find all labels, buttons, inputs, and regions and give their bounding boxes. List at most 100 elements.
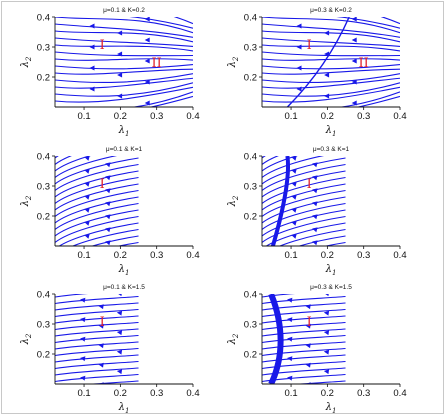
flow-arrow (116, 349, 123, 355)
streamline (262, 73, 400, 84)
x-tick-label: 0.4 (186, 111, 199, 122)
flow-arrow (297, 3, 302, 8)
panel-title: μ=0.3 & K=1.5 (310, 284, 352, 291)
stream-plot-panel-1: μ=0.1 & K=0.20.1 0.2 0.3 0.40.20.30.4λ1λ2II… (20, 7, 200, 138)
flow-arrow (117, 72, 123, 78)
flow-arrow (296, 44, 302, 50)
flow-arrow (144, 17, 150, 22)
streamline (55, 64, 193, 70)
streamline (55, 315, 139, 324)
y-tick-label: 0.2 (37, 350, 50, 361)
streamline (262, 360, 346, 370)
y-tick-label: 0.3 (244, 182, 257, 193)
flow-arrow (324, 51, 330, 57)
flow-arrow (117, 51, 123, 57)
streamline (55, 30, 193, 43)
y-tick-label: 0.2 (244, 73, 257, 84)
streamline (55, 354, 139, 363)
y-axis-label-group: λ2 (227, 333, 240, 345)
y-tick-label: 0.2 (244, 212, 257, 223)
streamline (262, 17, 400, 34)
flow-arrow (287, 375, 293, 381)
streamline (262, 202, 346, 230)
flow-arrow (323, 310, 330, 316)
flow-arrow (287, 278, 293, 284)
streamline (55, 37, 193, 47)
flow-arrow (291, 168, 297, 174)
flow-arrow (305, 304, 311, 310)
streamline (55, 277, 139, 284)
flow-arrow (351, 37, 357, 43)
region-label: I (100, 38, 105, 53)
y-axis-label-subscript: 2 (232, 56, 240, 62)
flow-arrow (116, 369, 123, 375)
flow-arrow (80, 278, 86, 284)
streamline (55, 328, 139, 337)
y-axis-label-group: λ2 (227, 56, 240, 68)
streamline (262, 77, 400, 89)
flow-arrow (80, 375, 86, 381)
x-tick-label: 0.3 (357, 111, 370, 122)
flow-arrow (305, 343, 311, 349)
streamline (323, 241, 346, 246)
streamline (262, 30, 400, 43)
streamlines (55, 277, 139, 384)
flow-arrow (98, 323, 104, 329)
streamline (338, 91, 400, 107)
flow-arrow (84, 207, 90, 213)
flow-arrow (144, 58, 150, 64)
y-axis-label: λ2 (20, 333, 33, 345)
flow-arrow (80, 336, 86, 342)
streamline (55, 321, 139, 331)
flow-arrow (287, 297, 293, 303)
streamlines (55, 142, 139, 246)
flow-arrow (296, 65, 302, 71)
flow-arrow (117, 93, 123, 99)
y-axis-label: λ2 (227, 333, 240, 345)
x-tick-label: 0.3 (357, 388, 370, 399)
y-axis-label-group: λ2 (227, 195, 240, 207)
flow-arrow (305, 362, 311, 368)
flow-arrow (291, 142, 297, 148)
flow-arrow (84, 233, 90, 239)
x-tick-label: 0.3 (150, 111, 163, 122)
streamline (262, 82, 400, 97)
x-tick-label: 0.4 (393, 111, 406, 122)
y-axis-label-subscript: 2 (232, 333, 240, 339)
streamline (262, 367, 346, 376)
x-axis-label: λ1 (325, 264, 337, 277)
y-tick-label: 0.3 (244, 43, 257, 54)
streamline (116, 241, 139, 246)
streamline (262, 354, 346, 363)
streamline (71, 228, 139, 246)
flow-arrow (287, 356, 293, 362)
region-label: I (100, 177, 105, 192)
flow-arrow (84, 142, 90, 148)
streamline (262, 321, 346, 331)
flow-arrow (116, 294, 123, 297)
flow-arrow (351, 58, 357, 64)
streamline (55, 17, 193, 34)
streamline (55, 295, 139, 305)
x-tick-label: 0.1 (77, 111, 90, 122)
y-tick-label: 0.2 (244, 350, 257, 361)
region-label: I (100, 315, 105, 330)
flow-arrow (305, 382, 311, 384)
flow-arrow (323, 294, 330, 297)
streamline (262, 308, 346, 318)
y-tick-label: 0.3 (244, 320, 257, 331)
y-axis-label-group: λ2 (20, 195, 33, 207)
x-tick-label: 0.2 (321, 388, 334, 399)
flow-arrow (291, 207, 297, 213)
streamline (262, 51, 400, 57)
streamline (55, 156, 72, 165)
flow-arrow (98, 362, 104, 368)
flow-arrow (89, 44, 95, 50)
flow-arrow (116, 310, 123, 316)
x-axis-label-subscript: 1 (125, 130, 129, 138)
y-axis-label: λ2 (227, 195, 240, 207)
flow-arrow (291, 233, 297, 239)
y-axis-label: λ2 (20, 56, 33, 68)
stream-plot-panel-5: μ=0.1 & K=1.5 0.1 0.2 0.3 0.4 0.2 0.3 0.4 λ1 λ2 I (20, 277, 200, 415)
streamline (278, 228, 346, 246)
